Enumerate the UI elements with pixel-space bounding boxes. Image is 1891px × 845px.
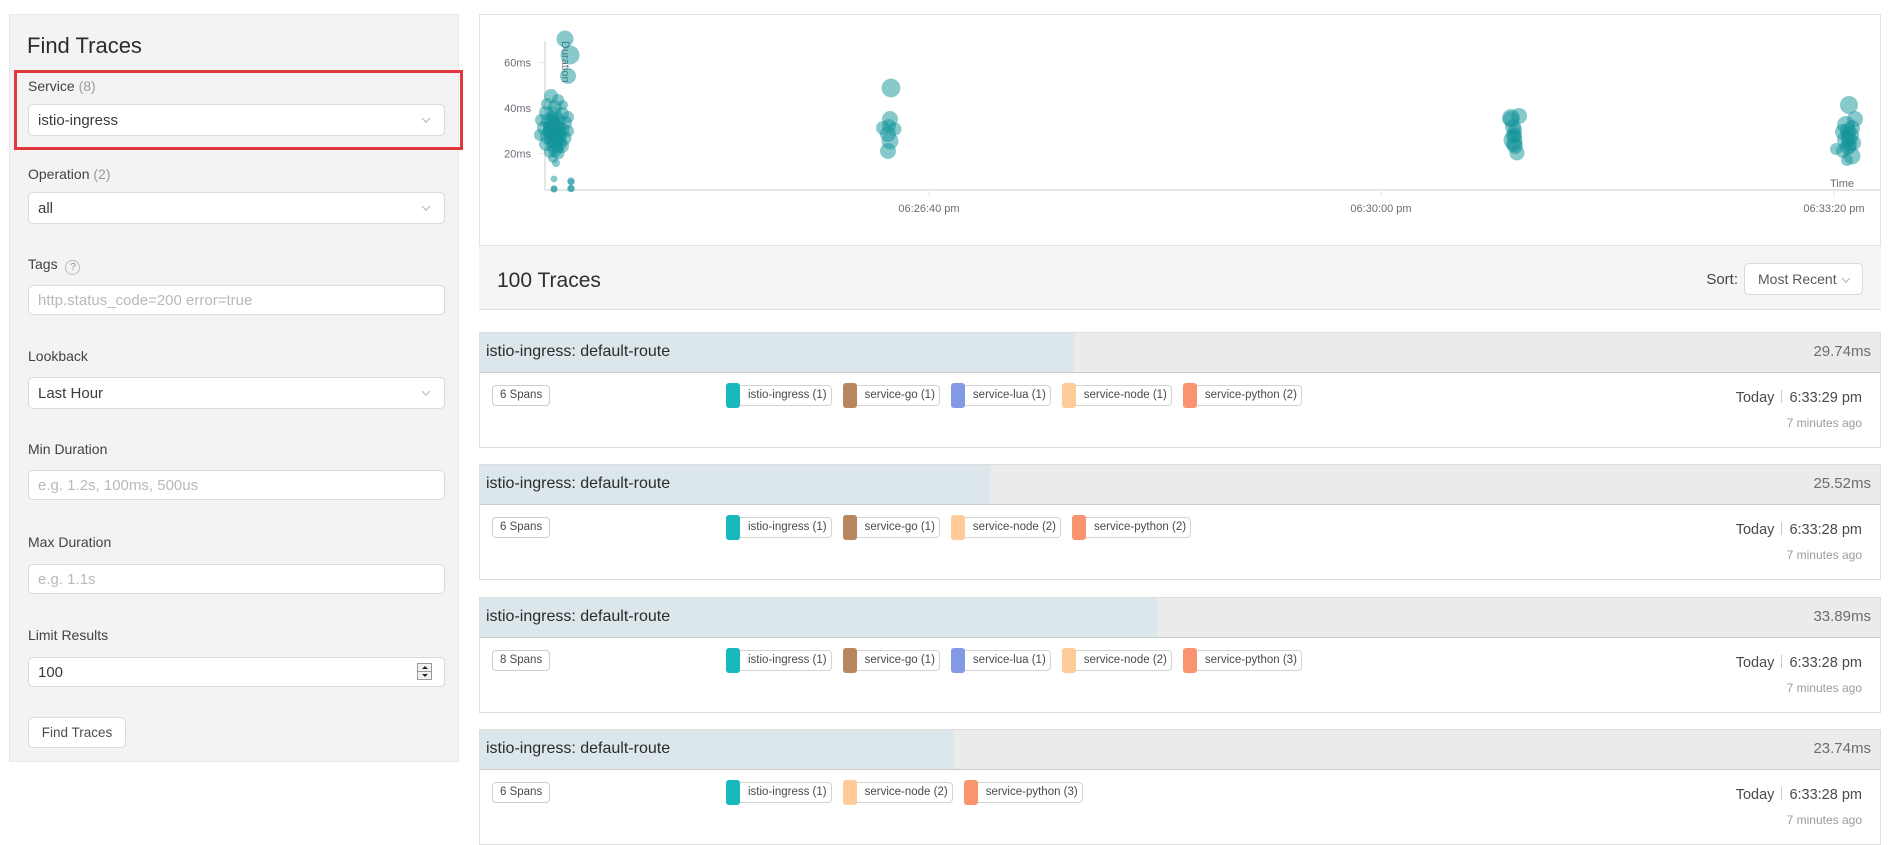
svg-text:20ms: 20ms bbox=[504, 149, 531, 161]
svg-text:06:30:00 pm: 06:30:00 pm bbox=[1350, 203, 1411, 215]
svg-text:60ms: 60ms bbox=[504, 58, 531, 70]
svg-text:40ms: 40ms bbox=[504, 103, 531, 115]
svg-text:06:33:20 pm: 06:33:20 pm bbox=[1803, 203, 1864, 215]
svg-text:Time: Time bbox=[1830, 178, 1854, 190]
svg-text:06:26:40 pm: 06:26:40 pm bbox=[898, 203, 959, 215]
